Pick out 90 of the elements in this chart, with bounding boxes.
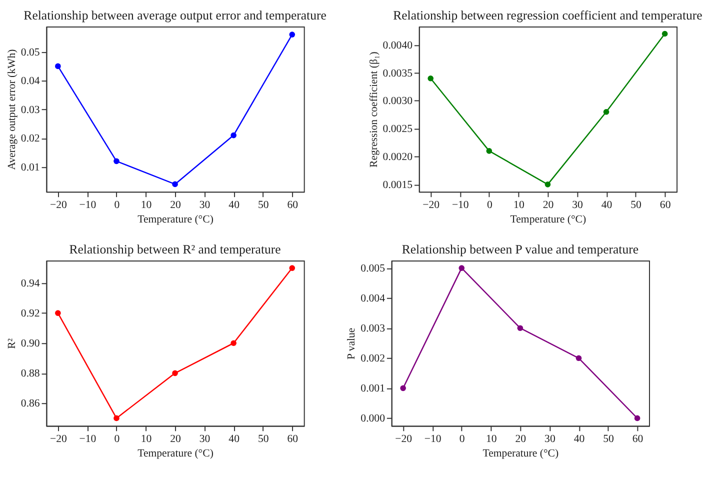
x-tick-label: 60 <box>660 198 671 211</box>
x-tick-label: 40 <box>228 432 240 445</box>
x-tick-label: 40 <box>574 432 585 445</box>
x-tick-label: −10 <box>79 432 96 445</box>
y-tick-label: 0.88 <box>20 368 40 380</box>
y-tick-label: 0.0035 <box>382 67 413 80</box>
y-axis-title: R² <box>6 338 18 349</box>
point <box>114 158 120 164</box>
x-axis-title: Temperature (°C) <box>138 448 214 460</box>
x-tick-label: −10 <box>424 432 442 445</box>
x-tick-label: −20 <box>50 432 67 445</box>
x-tick-label: 10 <box>140 198 152 211</box>
y-tick-label: 0.02 <box>20 132 40 145</box>
point <box>55 63 61 70</box>
y-tick-label: 0.001 <box>360 382 385 395</box>
x-tick-label: 50 <box>258 432 269 445</box>
x-axis-title: Temperature (°C) <box>138 214 214 226</box>
y-tick-label: 0.90 <box>20 338 40 350</box>
y-tick-label: 0.92 <box>20 308 40 320</box>
x-axis-title: Temperature (°C) <box>510 214 587 226</box>
x-axis-title: Temperature (°C) <box>482 448 559 460</box>
point <box>517 325 524 332</box>
point <box>662 30 668 37</box>
x-tick-label: 0 <box>114 198 120 211</box>
x-tick-label: 20 <box>542 198 554 211</box>
point <box>289 32 296 38</box>
point <box>172 181 178 188</box>
x-tick-label: 30 <box>572 198 583 211</box>
y-tick-label: 0.94 <box>20 277 40 290</box>
y-tick-label: 0.005 <box>360 262 385 274</box>
y-tick-label: 0.01 <box>20 161 40 174</box>
point <box>55 310 61 316</box>
x-tick-label: 40 <box>228 198 240 211</box>
x-tick-label: 30 <box>544 432 556 445</box>
x-tick-label: 0 <box>486 198 492 211</box>
x-tick-label: 50 <box>603 432 614 445</box>
x-tick-label: 20 <box>170 432 181 445</box>
point <box>603 108 610 115</box>
point <box>289 265 296 271</box>
x-tick-label: 60 <box>287 432 298 445</box>
x-tick-label: 10 <box>486 432 497 445</box>
y-tick-label: 0.05 <box>20 46 40 58</box>
y-tick-label: 0.86 <box>20 398 40 410</box>
x-tick-label: −20 <box>50 198 67 211</box>
y-tick-label: 0.002 <box>360 352 385 365</box>
x-tick-label: 0 <box>114 432 120 445</box>
x-tick-label: −10 <box>79 198 96 211</box>
y-axis-title: Regression coefficient (β₁) <box>368 51 380 168</box>
y-tick-label: 0.004 <box>360 292 386 305</box>
x-tick-label: 20 <box>515 432 526 445</box>
x-tick-label: 50 <box>630 198 642 211</box>
point <box>458 265 465 271</box>
x-tick-label: 30 <box>199 432 210 445</box>
point <box>172 370 178 376</box>
point <box>230 132 236 138</box>
chart-title: Relationship between regression coefficient and temperature <box>393 8 703 23</box>
y-tick-label: 0.0020 <box>382 150 413 163</box>
y-axis-title: Average output error (kWh) <box>6 48 18 170</box>
point <box>634 415 640 422</box>
point <box>400 385 406 392</box>
y-tick-label: 0.0015 <box>382 178 413 191</box>
point <box>486 148 492 154</box>
y-tick-label: 0.003 <box>360 322 385 335</box>
point <box>230 340 236 346</box>
chart-title: Relationship between P value and temperature <box>402 242 639 257</box>
x-tick-label: 40 <box>601 198 612 211</box>
x-tick-label: 0 <box>459 432 465 445</box>
y-tick-label: 0.0025 <box>382 123 413 136</box>
point <box>544 182 551 188</box>
y-tick-label: 0.03 <box>20 104 40 116</box>
x-tick-label: 50 <box>258 198 269 211</box>
x-tick-label: −20 <box>422 198 440 211</box>
x-tick-label: 10 <box>514 198 524 211</box>
x-tick-label: 10 <box>140 432 152 445</box>
x-tick-label: 60 <box>632 432 644 445</box>
x-tick-label: 20 <box>170 198 181 211</box>
x-tick-label: 30 <box>199 198 210 211</box>
y-tick-label: 0.0040 <box>382 39 413 52</box>
x-tick-label: −20 <box>395 432 412 445</box>
x-tick-label: −10 <box>452 198 469 211</box>
y-tick-label: 0.0030 <box>382 95 413 108</box>
y-tick-label: 0.04 <box>20 75 40 88</box>
y-axis-title: P value <box>346 328 358 360</box>
chart-title: Relationship between R² and temperature <box>69 242 282 257</box>
y-tick-label: 0.000 <box>360 412 385 425</box>
point <box>576 355 582 362</box>
point <box>428 75 434 82</box>
point <box>114 415 120 422</box>
chart-title: Relationship between average output error and temperature <box>24 8 327 23</box>
x-tick-label: 60 <box>287 198 298 211</box>
